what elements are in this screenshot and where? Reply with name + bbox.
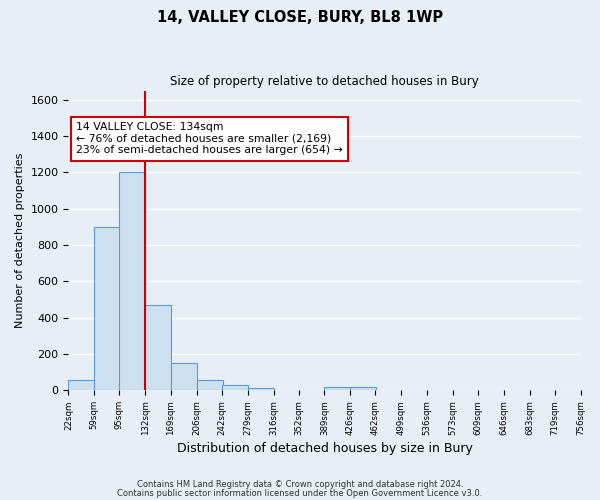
Bar xyxy=(145,305,171,390)
Bar xyxy=(197,380,223,390)
X-axis label: Distribution of detached houses by size in Bury: Distribution of detached houses by size … xyxy=(176,442,472,455)
Bar xyxy=(171,363,197,390)
Bar xyxy=(325,387,350,390)
Bar xyxy=(248,388,274,390)
Text: Contains public sector information licensed under the Open Government Licence v3: Contains public sector information licen… xyxy=(118,489,482,498)
Text: Contains HM Land Registry data © Crown copyright and database right 2024.: Contains HM Land Registry data © Crown c… xyxy=(137,480,463,489)
Bar xyxy=(222,385,248,390)
Y-axis label: Number of detached properties: Number of detached properties xyxy=(15,153,25,328)
Bar xyxy=(119,172,145,390)
Text: 14 VALLEY CLOSE: 134sqm
← 76% of detached houses are smaller (2,169)
23% of semi: 14 VALLEY CLOSE: 134sqm ← 76% of detache… xyxy=(76,122,343,155)
Bar xyxy=(68,380,94,390)
Bar xyxy=(94,227,120,390)
Bar xyxy=(350,387,376,390)
Title: Size of property relative to detached houses in Bury: Size of property relative to detached ho… xyxy=(170,75,479,88)
Text: 14, VALLEY CLOSE, BURY, BL8 1WP: 14, VALLEY CLOSE, BURY, BL8 1WP xyxy=(157,10,443,25)
